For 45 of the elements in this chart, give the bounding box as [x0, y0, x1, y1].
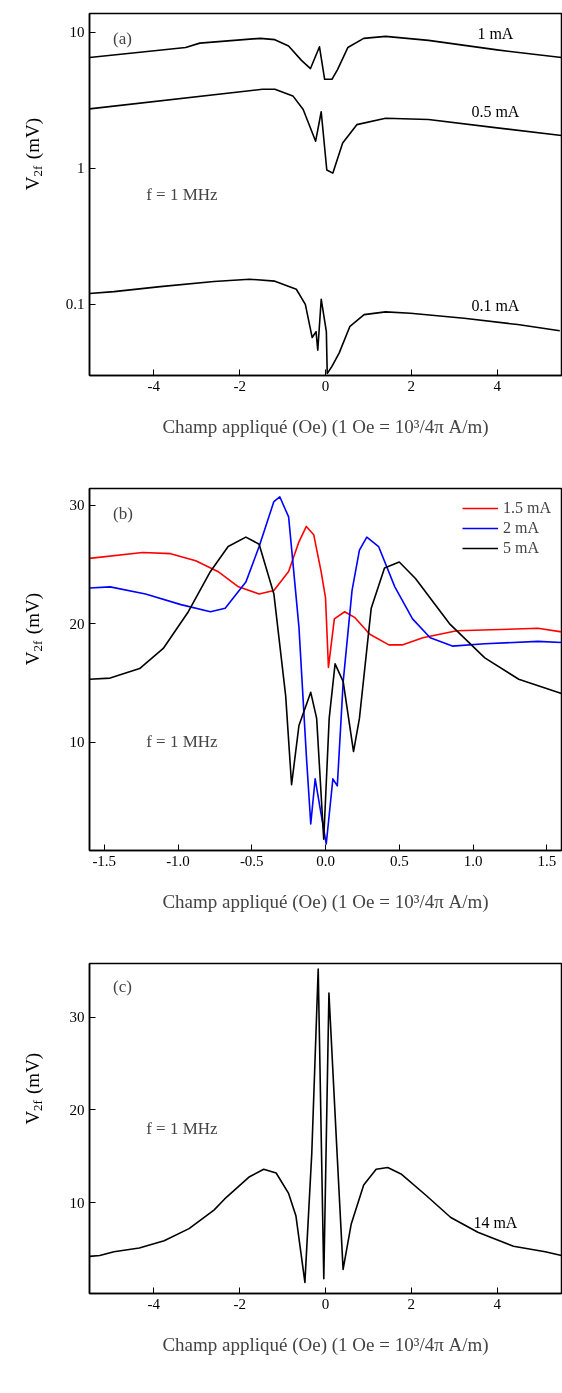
y-tick-label: 0.1: [65, 296, 85, 313]
x-axis-title: Champ appliqué (Oe) (1 Oe = 10³/4π A/m): [162, 890, 489, 913]
x-axis-title: Champ appliqué (Oe) (1 Oe = 10³/4π A/m): [162, 415, 489, 438]
x-tick-label: 2: [407, 377, 416, 394]
x-tick-label: -4: [147, 377, 161, 394]
annotation: f = 1 MHz: [146, 732, 219, 752]
legend-label: 2 mA: [503, 519, 539, 537]
y-tick-label: 1: [77, 160, 85, 177]
series-label: 0.1 mA: [471, 296, 520, 314]
x-tick-label: -2: [233, 1295, 246, 1312]
annotation: (c): [113, 977, 132, 997]
x-tick-label: 1.0: [463, 852, 483, 869]
annotation: f = 1 MHz: [146, 185, 219, 204]
y-tick-label: 20: [69, 615, 85, 632]
x-tick-label: -2: [233, 377, 246, 394]
x-tick-label: 4: [493, 377, 502, 394]
y-axis-title: V2f (mV): [22, 118, 45, 191]
legend-label: 5 mA: [503, 539, 539, 557]
annotation: f = 1 MHz: [146, 1119, 219, 1138]
x-tick-label: -0.5: [239, 852, 264, 869]
x-tick-label: 0: [321, 1295, 330, 1312]
series-label: 14 mA: [473, 1214, 518, 1232]
y-tick-label: 30: [69, 1009, 85, 1026]
y-tick-label: 30: [69, 497, 85, 514]
annotation: (a): [113, 29, 132, 49]
y-tick-label: 10: [69, 1194, 85, 1211]
x-tick-label: 1.5: [537, 852, 557, 869]
x-tick-label: 0.5: [389, 852, 409, 869]
x-axis-title: Champ appliqué (Oe) (1 Oe = 10³/4π A/m): [162, 1333, 489, 1356]
series-label: 1 mA: [477, 24, 514, 42]
x-tick-label: 0: [321, 377, 330, 394]
y-tick-label: 20: [69, 1101, 85, 1118]
series-label: 0.5 mA: [471, 102, 520, 120]
x-tick-label: -4: [147, 1295, 161, 1312]
legend-label: 1.5 mA: [503, 499, 551, 517]
x-tick-label: 4: [493, 1295, 502, 1312]
annotation: (b): [113, 504, 133, 524]
x-tick-label: -1.5: [92, 852, 117, 869]
x-tick-label: 2: [407, 1295, 416, 1312]
y-tick-label: 10: [69, 734, 85, 751]
y-tick-label: 10: [69, 24, 85, 41]
x-tick-label: 0.0: [316, 852, 335, 869]
y-axis-title: V2f (mV): [22, 593, 45, 666]
y-axis-title: V2f (mV): [22, 1052, 45, 1125]
x-tick-label: -1.0: [166, 852, 190, 869]
